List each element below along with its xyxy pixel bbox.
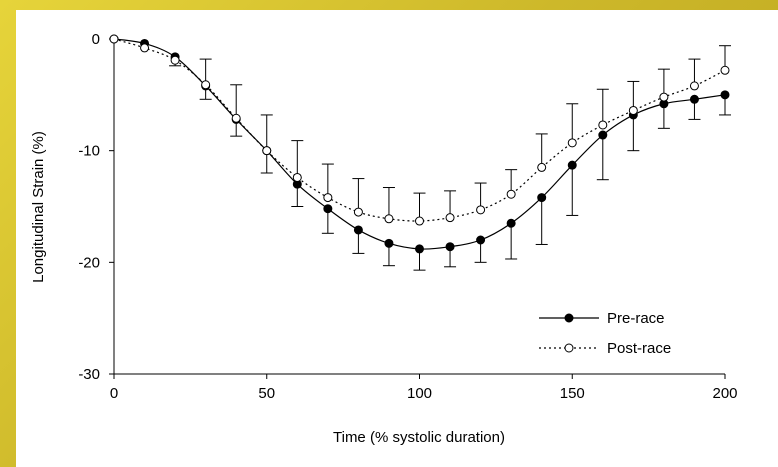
point-post-race-16 — [598, 120, 608, 130]
series-markers — [109, 34, 730, 254]
point-post-race-15 — [567, 138, 577, 148]
y-tick-label-3: -30 — [78, 366, 100, 383]
point-post-race-12 — [476, 205, 486, 215]
x-tick-label-0: 0 — [110, 385, 118, 402]
legend-item-pre-race: Pre-race — [539, 310, 665, 327]
point-post-race-1 — [140, 43, 150, 53]
chart-frame: 0 50 100 150 200 0 -10 -20 -30 Longitudinal Stra… — [16, 10, 778, 467]
y-tick-label-2: -20 — [78, 254, 100, 271]
legend: Pre-race Post-race — [539, 310, 671, 357]
legend-label-post-race: Post-race — [607, 340, 671, 357]
point-pre-race-13 — [506, 218, 516, 228]
x-tick-label-1: 50 — [258, 385, 275, 402]
point-pre-race-11 — [445, 242, 455, 252]
point-pre-race-7 — [323, 204, 333, 214]
point-post-race-7 — [323, 193, 333, 203]
point-pre-race-19 — [689, 94, 699, 104]
point-pre-race-15 — [567, 160, 577, 170]
x-tick-label-4: 200 — [712, 385, 737, 402]
point-post-race-2 — [170, 55, 180, 65]
error-bars — [169, 45, 731, 271]
point-post-race-4 — [231, 113, 241, 123]
point-post-race-19 — [689, 81, 699, 91]
x-axis-title: Time (% systolic duration) — [333, 429, 505, 446]
legend-marker-post-race — [564, 343, 574, 353]
point-pre-race-14 — [537, 193, 547, 203]
legend-label-pre-race: Pre-race — [607, 310, 665, 327]
point-post-race-3 — [201, 80, 211, 90]
point-post-race-6 — [292, 172, 302, 182]
point-post-race-20 — [720, 65, 730, 75]
point-pre-race-20 — [720, 90, 730, 100]
point-post-race-17 — [628, 105, 638, 115]
point-pre-race-8 — [353, 225, 363, 235]
x-tick-label-3: 150 — [560, 385, 585, 402]
point-pre-race-10 — [415, 244, 424, 254]
point-post-race-10 — [415, 216, 424, 226]
point-pre-race-9 — [384, 238, 394, 248]
point-post-race-9 — [384, 214, 394, 224]
legend-item-post-race: Post-race — [539, 340, 671, 357]
point-post-race-14 — [537, 162, 547, 172]
legend-marker-pre-race — [564, 313, 574, 323]
strain-chart: 0 50 100 150 200 0 -10 -20 -30 Longitudinal Stra… — [30, 31, 738, 446]
point-pre-race-16 — [598, 130, 608, 140]
point-post-race-18 — [659, 92, 669, 102]
point-pre-race-12 — [476, 235, 486, 245]
y-tick-label-1: -10 — [78, 143, 100, 160]
x-tick-label-2: 100 — [407, 385, 432, 402]
point-post-race-13 — [506, 189, 516, 199]
point-post-race-11 — [445, 213, 455, 223]
point-post-race-5 — [262, 146, 272, 156]
series-line-post-race — [113, 38, 726, 222]
ticks: 0 50 100 150 200 0 -10 -20 -30 — [78, 31, 737, 402]
point-post-race-0 — [109, 34, 119, 44]
y-tick-label-0: 0 — [92, 31, 100, 48]
point-post-race-8 — [353, 207, 363, 217]
y-axis-title: Longitudinal Strain (%) — [30, 131, 47, 283]
